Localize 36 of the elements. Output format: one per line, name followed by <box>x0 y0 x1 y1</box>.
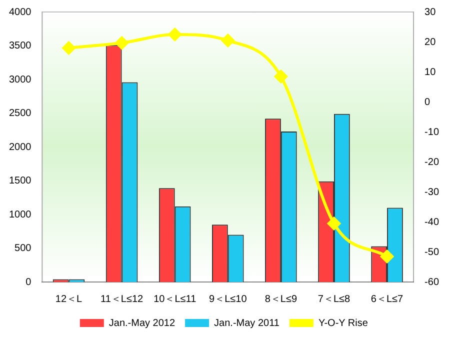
y-tick-label: 3500 <box>8 40 32 52</box>
y-tick-label: 500 <box>14 243 32 254</box>
y2-tick-label: 10 <box>424 66 436 78</box>
x-tick-label: 9＜L≤10 <box>209 294 248 305</box>
x-tick-label: 11＜L≤12 <box>100 294 144 305</box>
point <box>380 250 394 263</box>
point <box>327 217 340 230</box>
point <box>274 70 288 83</box>
y2-tick-label: 20 <box>424 36 436 48</box>
x-tick-label: 6＜L≤7 <box>370 294 404 305</box>
y-tick-label: 3000 <box>8 74 32 86</box>
point <box>62 42 76 54</box>
y2-tick-label: -30 <box>424 186 440 198</box>
x-tick-label: 8＜L≤9 <box>264 294 298 305</box>
legend-label: Jan.-May 2011 <box>214 318 280 329</box>
y-tick-label: 0 <box>26 276 32 288</box>
x-tick-label: 7＜L≤8 <box>318 294 350 305</box>
y-tick-label: 4000 <box>8 6 32 18</box>
point <box>168 28 182 41</box>
x-tick-label: 10＜L≤11 <box>154 294 197 305</box>
point <box>221 34 234 47</box>
y-tick-label: 2500 <box>8 108 32 119</box>
x-tick-label: 12＜L <box>55 294 83 305</box>
y2-tick-label: -40 <box>424 216 440 228</box>
point <box>115 36 128 50</box>
y-tick-label: 1000 <box>8 209 32 220</box>
y2-tick-label: -60 <box>424 276 440 288</box>
y2-tick-label: -20 <box>424 156 440 168</box>
legend-label: Y-O-Y Rise <box>318 318 368 329</box>
y2-tick-label: -50 <box>424 246 440 258</box>
y-tick-label: 2000 <box>8 142 32 153</box>
y2-tick-label: 0 <box>424 96 431 108</box>
legend-label: Jan.-May 2012 <box>108 318 176 329</box>
y2-tick-label: -10 <box>424 126 440 138</box>
y2-tick-label: 30 <box>424 6 436 18</box>
y-tick-label: 1500 <box>8 176 32 186</box>
